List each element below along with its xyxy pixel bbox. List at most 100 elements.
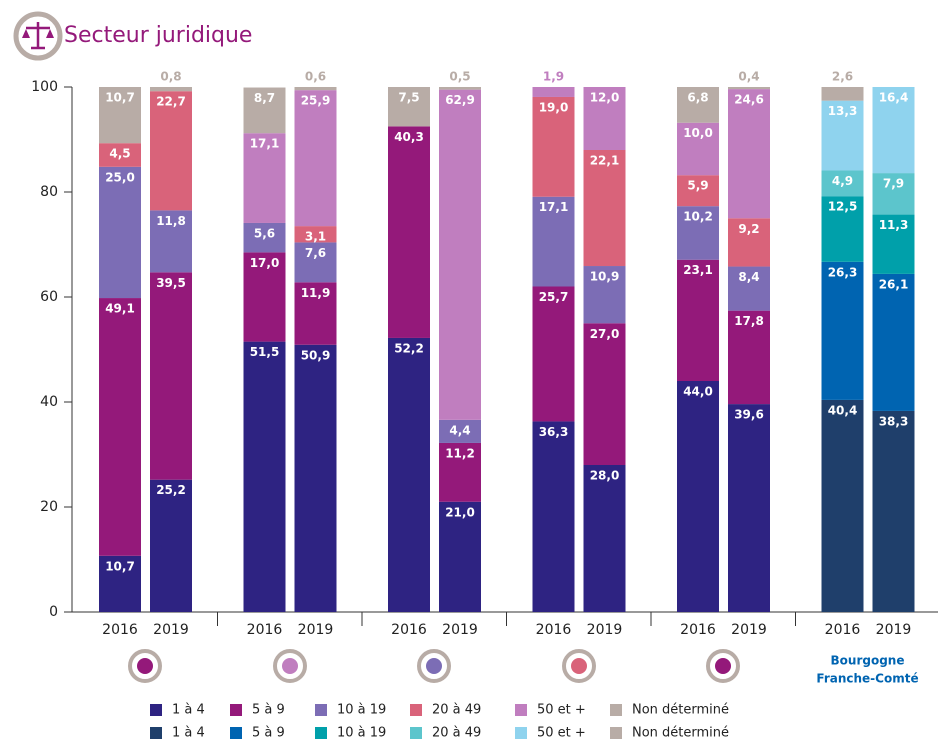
bar-segment xyxy=(821,100,864,171)
bar-segment xyxy=(439,89,481,420)
bar-segment xyxy=(294,90,337,227)
legend-swatch xyxy=(410,704,422,716)
value-label: 7,9 xyxy=(883,177,904,191)
bar-segment xyxy=(99,143,141,167)
value-label: 23,1 xyxy=(683,263,713,277)
value-label: 1,9 xyxy=(543,70,564,84)
bar-segment xyxy=(150,91,192,211)
value-label: 7,6 xyxy=(305,246,326,260)
value-label: 4,9 xyxy=(832,174,853,188)
value-label: 39,6 xyxy=(734,408,764,422)
value-label: 3,1 xyxy=(305,230,326,244)
bar-segment xyxy=(99,166,141,299)
bar-segment xyxy=(99,298,141,556)
value-label: 10,7 xyxy=(105,91,135,105)
bar-segment xyxy=(532,421,575,612)
legend-swatch xyxy=(230,727,242,739)
y-tick-label: 40 xyxy=(40,394,58,410)
legend-swatch xyxy=(610,727,622,739)
value-label: 25,9 xyxy=(301,94,331,108)
value-label: 10,7 xyxy=(105,559,135,573)
bar-segment xyxy=(677,122,719,176)
value-label: 40,3 xyxy=(394,130,424,144)
bar-segment xyxy=(728,87,770,90)
group-icons xyxy=(128,649,740,683)
chart-title: Secteur juridique xyxy=(64,23,252,48)
bar-segment xyxy=(583,87,626,150)
value-label: 38,3 xyxy=(879,414,909,428)
value-label: 4,4 xyxy=(449,423,470,437)
value-label: 62,9 xyxy=(445,93,475,107)
bar-segment xyxy=(388,126,430,338)
value-label: 39,5 xyxy=(156,276,186,290)
value-label: 12,0 xyxy=(590,91,620,105)
bar-segment xyxy=(677,206,719,260)
value-label: 11,8 xyxy=(156,214,186,228)
value-label: 22,7 xyxy=(156,95,186,109)
value-label: 6,8 xyxy=(687,91,708,105)
y-tick-label: 0 xyxy=(49,604,58,620)
group-label: Bourgogne xyxy=(831,654,905,668)
bar-segment xyxy=(677,175,719,207)
bar-segment xyxy=(150,87,192,92)
legend-swatch xyxy=(315,727,327,739)
bar-segment xyxy=(677,259,719,381)
value-label: 10,0 xyxy=(683,126,713,140)
value-label: 8,7 xyxy=(254,91,275,105)
x-tick-label: 2019 xyxy=(731,622,767,638)
bar-segment xyxy=(872,214,915,274)
bar-segment xyxy=(728,266,770,311)
value-label: 5,6 xyxy=(254,226,275,240)
bar-segment xyxy=(872,410,915,612)
legend-swatch xyxy=(515,704,527,716)
bar-segment xyxy=(821,87,864,101)
value-label: 49,1 xyxy=(105,302,135,316)
bar-segment xyxy=(728,310,770,405)
x-tick-label: 2016 xyxy=(247,622,283,638)
value-label: 5,9 xyxy=(687,179,708,193)
bar-segment xyxy=(294,226,337,243)
value-label: 22,1 xyxy=(590,154,620,168)
legend-swatch xyxy=(610,704,622,716)
bar-segment xyxy=(150,479,192,612)
bar-segment xyxy=(439,419,481,443)
legend-label: 5 à 9 xyxy=(252,703,285,718)
legend-swatch xyxy=(150,727,162,739)
value-label: 26,1 xyxy=(879,277,909,291)
bar-segment xyxy=(728,218,770,267)
value-label: 17,1 xyxy=(250,137,280,151)
value-label: 51,5 xyxy=(250,345,280,359)
value-label: 25,7 xyxy=(539,290,569,304)
value-label: 50,9 xyxy=(301,348,331,362)
bar-segment xyxy=(821,261,864,400)
value-label: 25,0 xyxy=(105,170,135,184)
bar-segment xyxy=(677,87,719,123)
value-label: 8,4 xyxy=(738,270,759,284)
legend-swatch xyxy=(230,704,242,716)
legend-label: 5 à 9 xyxy=(252,726,285,741)
bar-segment xyxy=(821,196,864,262)
legend-label: 50 et + xyxy=(537,703,586,718)
x-tick-label: 2019 xyxy=(298,622,334,638)
legend-swatch xyxy=(410,727,422,739)
x-tick-label: 2019 xyxy=(876,622,912,638)
bar-segment xyxy=(388,337,430,612)
value-label: 44,0 xyxy=(683,385,713,399)
bar-segment xyxy=(872,273,915,411)
legend-swatch xyxy=(515,727,527,739)
bar-segment xyxy=(439,87,481,90)
bar-segment xyxy=(532,196,575,287)
legend-label: 10 à 19 xyxy=(337,726,386,741)
legend-swatch xyxy=(150,704,162,716)
value-label: 0,6 xyxy=(305,70,326,84)
value-label: 7,5 xyxy=(398,91,419,105)
value-label: 12,5 xyxy=(828,200,858,214)
value-label: 19,0 xyxy=(539,100,569,114)
bar-segment xyxy=(728,404,770,612)
legend-label: Non déterminé xyxy=(632,703,729,718)
bar-segment xyxy=(872,87,915,174)
x-tick-label: 2016 xyxy=(536,622,572,638)
x-tick-label: 2019 xyxy=(587,622,623,638)
legend-label: 20 à 49 xyxy=(432,703,481,718)
